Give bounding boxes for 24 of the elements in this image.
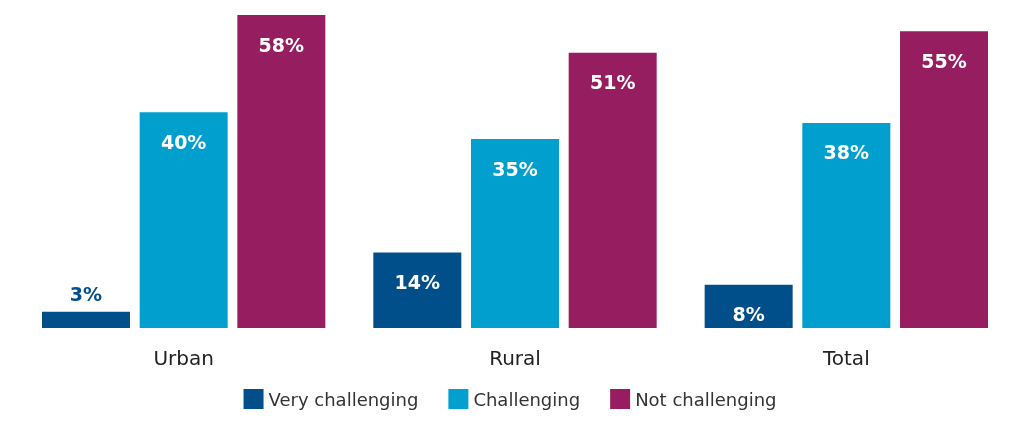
data-label: 58% bbox=[258, 33, 305, 56]
data-label: 3% bbox=[69, 283, 103, 306]
data-label: 14% bbox=[394, 270, 441, 293]
data-label: 35% bbox=[492, 157, 538, 180]
data-label: 40% bbox=[160, 130, 207, 153]
bar bbox=[568, 52, 657, 328]
bar bbox=[373, 252, 462, 328]
bar bbox=[139, 112, 228, 328]
bar bbox=[802, 122, 891, 328]
x-tick-label: Rural bbox=[489, 346, 541, 370]
bar bbox=[704, 284, 793, 328]
legend-label: Not challenging bbox=[635, 388, 777, 410]
x-tick-label: Urban bbox=[153, 346, 214, 370]
legend-label: Challenging bbox=[473, 388, 581, 410]
bar bbox=[41, 311, 130, 328]
bar bbox=[237, 15, 326, 328]
bar bbox=[471, 139, 559, 328]
data-label: 51% bbox=[589, 71, 636, 94]
x-tick-label: Total bbox=[821, 346, 870, 370]
data-label: 38% bbox=[823, 141, 870, 164]
data-label: 8% bbox=[732, 303, 765, 326]
data-label: 55% bbox=[921, 49, 967, 72]
legend-label: Very challenging bbox=[268, 388, 419, 410]
bar bbox=[900, 31, 989, 328]
